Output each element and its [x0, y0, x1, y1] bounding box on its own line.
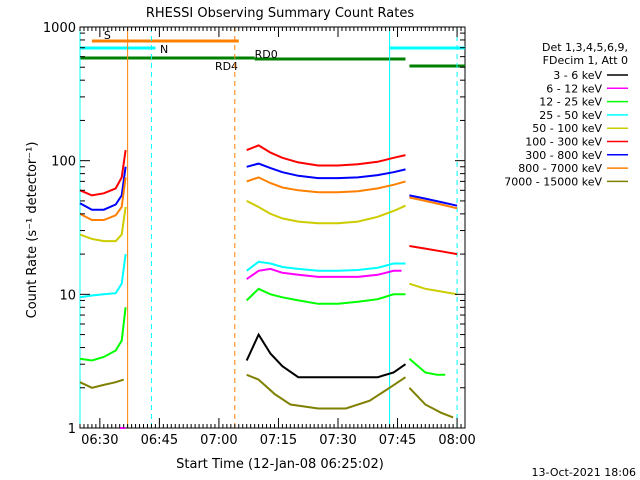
series-line	[409, 196, 458, 210]
legend-entry-label: 3 - 6 keV	[553, 69, 602, 82]
series-line	[79, 253, 127, 299]
y-axis-label: Count Rate (s⁻¹ detector⁻¹)	[25, 142, 40, 319]
series-line	[79, 166, 127, 211]
series-line	[246, 373, 407, 410]
mode-marker-label: S	[104, 29, 111, 42]
mode-marker-label: N	[160, 43, 168, 56]
legend-header: Det 1,3,4,5,6,9,	[542, 41, 628, 54]
y-tick-label: 10	[59, 288, 76, 303]
series-line	[79, 177, 127, 221]
vertical-lines-layer	[79, 27, 458, 428]
x-tick-label: 07:45	[379, 433, 416, 448]
series-line	[246, 176, 406, 194]
series-line	[408, 357, 446, 376]
legend-entry-label: 25 - 50 keV	[539, 109, 602, 122]
y-tick-label: 100	[51, 155, 76, 170]
series-line	[79, 378, 125, 389]
legend-entry-label: 300 - 800 keV	[525, 149, 602, 162]
x-axis-ticks: 06:30 06:45 07:00 07:15 07:30 07:45 08:00	[79, 27, 476, 448]
chart-title: RHESSI Observing Summary Count Rates	[146, 6, 415, 21]
legend-header: FDecim 1, Att 0	[543, 54, 628, 67]
series-line	[79, 149, 127, 197]
legend-entry-label: 50 - 100 keV	[532, 122, 602, 135]
y-tick-label: 1	[68, 422, 76, 437]
series-line	[246, 260, 406, 272]
x-tick-label: 07:00	[200, 433, 237, 448]
series-line	[246, 200, 406, 225]
x-tick-label: 06:30	[81, 433, 118, 448]
mode-marker-label: RD4	[215, 60, 238, 73]
legend-entry-label: 7000 - 15000 keV	[504, 175, 602, 188]
markers-layer: S N RD4 RD0	[80, 29, 465, 73]
x-axis-label: Start Time (12-Jan-08 06:25:02)	[176, 457, 384, 472]
series-line	[409, 282, 458, 296]
footer-timestamp: 13-Oct-2021 18:06	[532, 466, 636, 479]
mode-marker-label: RD0	[255, 48, 278, 61]
legend-entry-label: 6 - 12 keV	[546, 82, 602, 95]
legend-entry-label: 12 - 25 keV	[539, 96, 602, 109]
series-line	[246, 287, 406, 305]
series-line	[245, 332, 407, 379]
series-line	[79, 307, 127, 362]
x-tick-label: 07:30	[319, 433, 356, 448]
series-line	[246, 267, 402, 280]
x-tick-label: 06:45	[141, 433, 178, 448]
series-line	[246, 162, 406, 180]
legend: Det 1,3,4,5,6,9,FDecim 1, Att 0 3 - 6 keV…	[504, 41, 628, 188]
series-line	[409, 245, 458, 256]
x-tick-label: 07:15	[260, 433, 297, 448]
series-layer	[79, 144, 458, 429]
y-axis-ticks: 1 10 100 1000	[43, 21, 465, 437]
x-tick-label: 08:00	[438, 433, 475, 448]
series-line	[246, 144, 406, 167]
series-line	[409, 194, 458, 207]
legend-entry-label: 100 - 300 keV	[525, 136, 602, 149]
y-tick-label: 1000	[43, 21, 76, 36]
series-line	[79, 206, 127, 243]
legend-entry-label: 800 - 7000 keV	[518, 162, 602, 175]
series-line	[408, 387, 454, 419]
